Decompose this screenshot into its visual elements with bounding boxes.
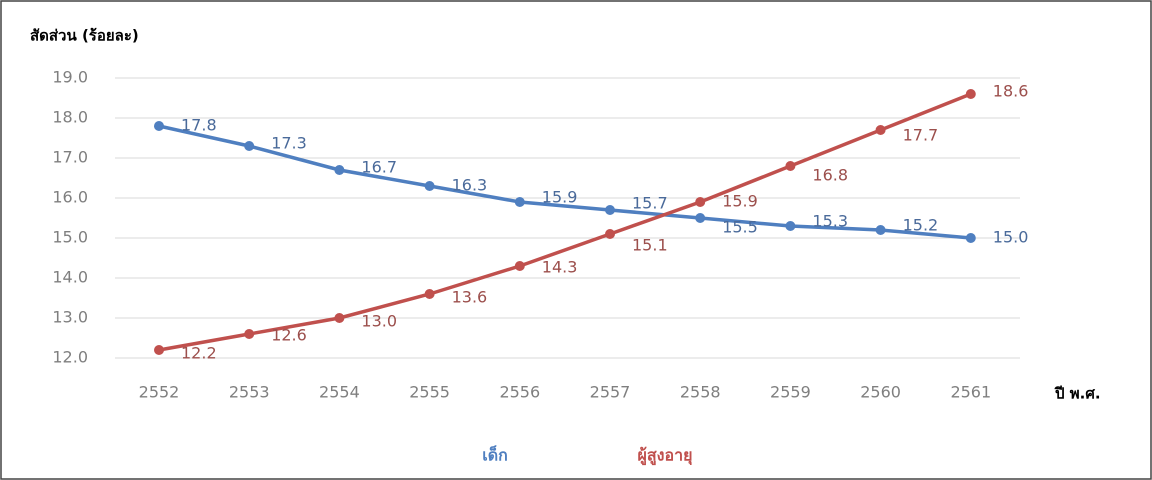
data-point: [605, 205, 615, 215]
data-point: [695, 197, 706, 207]
data-point: [785, 161, 796, 171]
data-point: [514, 197, 525, 207]
data-label: 15.3: [812, 212, 848, 231]
data-label: 16.8: [812, 166, 848, 185]
y-tick-label: 12.0: [52, 348, 88, 367]
series-line: [158, 92, 972, 352]
data-label: 13.6: [452, 288, 488, 307]
data-point: [154, 345, 164, 355]
y-tick-label: 13.0: [52, 308, 88, 327]
y-tick-label: 18.0: [52, 108, 88, 127]
data-label: 16.7: [361, 158, 397, 177]
x-tick-label: 2553: [229, 383, 270, 402]
y-axis-title: สัดส่วน (ร้อยละ): [30, 27, 139, 45]
data-point: [875, 225, 886, 235]
x-tick-label: 2558: [680, 383, 721, 402]
x-tick-label: 2552: [139, 383, 180, 402]
data-label: 14.3: [542, 258, 578, 277]
y-tick-label: 14.0: [52, 268, 88, 287]
data-label: 15.2: [903, 216, 939, 235]
y-tick-label: 16.0: [52, 188, 88, 207]
data-point: [424, 289, 435, 299]
series-line: [158, 124, 971, 240]
data-label: 17.7: [903, 126, 939, 145]
data-label: 12.2: [181, 344, 217, 363]
y-tick-label: 19.0: [52, 68, 88, 87]
legend-label: ผู้สูงอายุ: [638, 446, 693, 467]
data-point: [785, 221, 796, 231]
data-label: 17.8: [181, 116, 217, 135]
legend-label: เด็ก: [482, 444, 508, 465]
data-point: [244, 329, 255, 339]
data-point: [424, 181, 435, 191]
data-label: 15.9: [722, 192, 758, 211]
data-label: 13.0: [361, 312, 397, 331]
data-point: [965, 89, 976, 99]
data-point: [514, 261, 525, 271]
x-tick-label: 2561: [950, 383, 991, 402]
data-point: [154, 121, 164, 131]
data-point: [875, 125, 886, 135]
x-tick-label: 2560: [860, 383, 901, 402]
data-point: [695, 213, 706, 223]
data-label: 17.3: [271, 134, 307, 153]
data-label: 18.6: [993, 82, 1029, 101]
x-tick-label: 2559: [770, 383, 811, 402]
x-tick-label: 2555: [409, 383, 450, 402]
data-label: 15.1: [632, 236, 668, 255]
data-point: [244, 141, 255, 151]
x-tick-label: 2557: [590, 383, 631, 402]
data-point: [334, 313, 345, 323]
data-point: [965, 233, 976, 243]
y-tick-label: 15.0: [52, 228, 88, 247]
data-point: [334, 165, 345, 175]
data-label: 15.9: [542, 188, 578, 207]
data-label: 15.7: [632, 194, 668, 213]
data-label: 15.5: [722, 218, 758, 237]
x-tick-label: 2554: [319, 383, 360, 402]
data-label: 12.6: [271, 326, 307, 345]
y-tick-label: 17.0: [52, 148, 88, 167]
x-tick-label: 2556: [499, 383, 540, 402]
data-point: [605, 229, 615, 239]
x-axis-title: ปี พ.ศ.: [1054, 385, 1101, 403]
data-label: 15.0: [993, 228, 1029, 247]
data-label: 16.3: [452, 176, 488, 195]
